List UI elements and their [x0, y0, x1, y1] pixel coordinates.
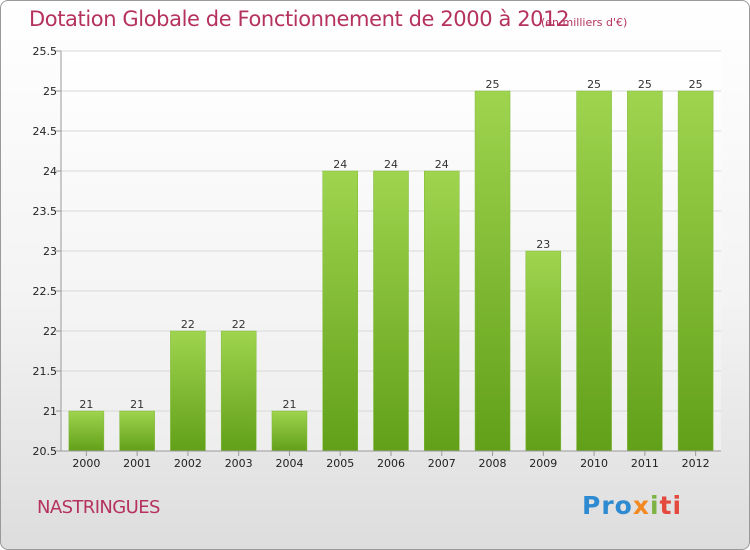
x-tick-label: 2008 [479, 457, 507, 470]
data-label: 25 [486, 78, 500, 91]
label-layer: 20.5 21 21.5 22 22.5 23 23.5 24 24.5 25 25.5 2000 21… [33, 45, 710, 470]
data-label: 21 [79, 398, 93, 411]
chart-title: Dotation Globale de Fonctionnement de 20… [29, 7, 570, 31]
y-tick-label: 24 [43, 165, 57, 178]
bar [271, 410, 308, 452]
x-tick-label: 2006 [377, 457, 405, 470]
bar [68, 410, 105, 452]
x-tick-label: 2009 [529, 457, 557, 470]
y-tick-label: 25.5 [33, 45, 58, 58]
y-tick-label: 20.5 [33, 445, 58, 458]
data-label: 22 [232, 318, 246, 331]
bar [627, 90, 663, 452]
y-tick-label: 22 [43, 325, 57, 338]
y-tick-label: 23.5 [33, 205, 58, 218]
x-tick-label: 2010 [580, 457, 608, 470]
x-tick-label: 2004 [275, 457, 303, 470]
data-label: 24 [333, 158, 347, 171]
data-label: 24 [435, 158, 449, 171]
x-tick-label: 2000 [72, 457, 100, 470]
bar [525, 250, 562, 452]
y-tick-label: 25 [43, 85, 57, 98]
data-label: 21 [130, 398, 144, 411]
y-tick-label: 22.5 [33, 285, 58, 298]
y-tick-label: 21 [43, 405, 57, 418]
bar-layer [68, 90, 714, 452]
chart-subtitle: (en milliers d'€) [541, 16, 628, 29]
logo-part: ti [659, 491, 683, 520]
data-label: 24 [384, 158, 398, 171]
x-tick-label: 2012 [682, 457, 710, 470]
data-label: 25 [587, 78, 601, 91]
bar [119, 410, 155, 452]
y-tick-label: 21.5 [33, 365, 58, 378]
data-label: 21 [282, 398, 296, 411]
x-tick-label: 2001 [123, 457, 151, 470]
bar [220, 330, 257, 452]
x-tick-label: 2005 [326, 457, 354, 470]
x-tick-label: 2003 [225, 457, 253, 470]
commune-name: NASTRINGUES [37, 497, 160, 518]
data-label: 25 [638, 78, 652, 91]
y-tick-label: 23 [43, 245, 57, 258]
bar [322, 170, 358, 452]
bar [474, 90, 511, 452]
bar [677, 90, 714, 452]
logo-part: i [649, 491, 660, 520]
x-tick-label: 2007 [428, 457, 456, 470]
data-label: 22 [181, 318, 195, 331]
bar [576, 90, 612, 452]
y-tick-label: 24.5 [33, 125, 58, 138]
proxiti-logo: Proxiti [582, 491, 682, 520]
x-tick-label: 2002 [174, 457, 202, 470]
bar [170, 330, 206, 452]
data-label: 25 [689, 78, 703, 91]
bar [424, 170, 460, 452]
logo-part: x [632, 491, 650, 520]
x-tick-label: 2011 [631, 457, 659, 470]
data-label: 23 [536, 238, 550, 251]
logo-part: Pro [582, 491, 633, 520]
bar [373, 170, 409, 452]
